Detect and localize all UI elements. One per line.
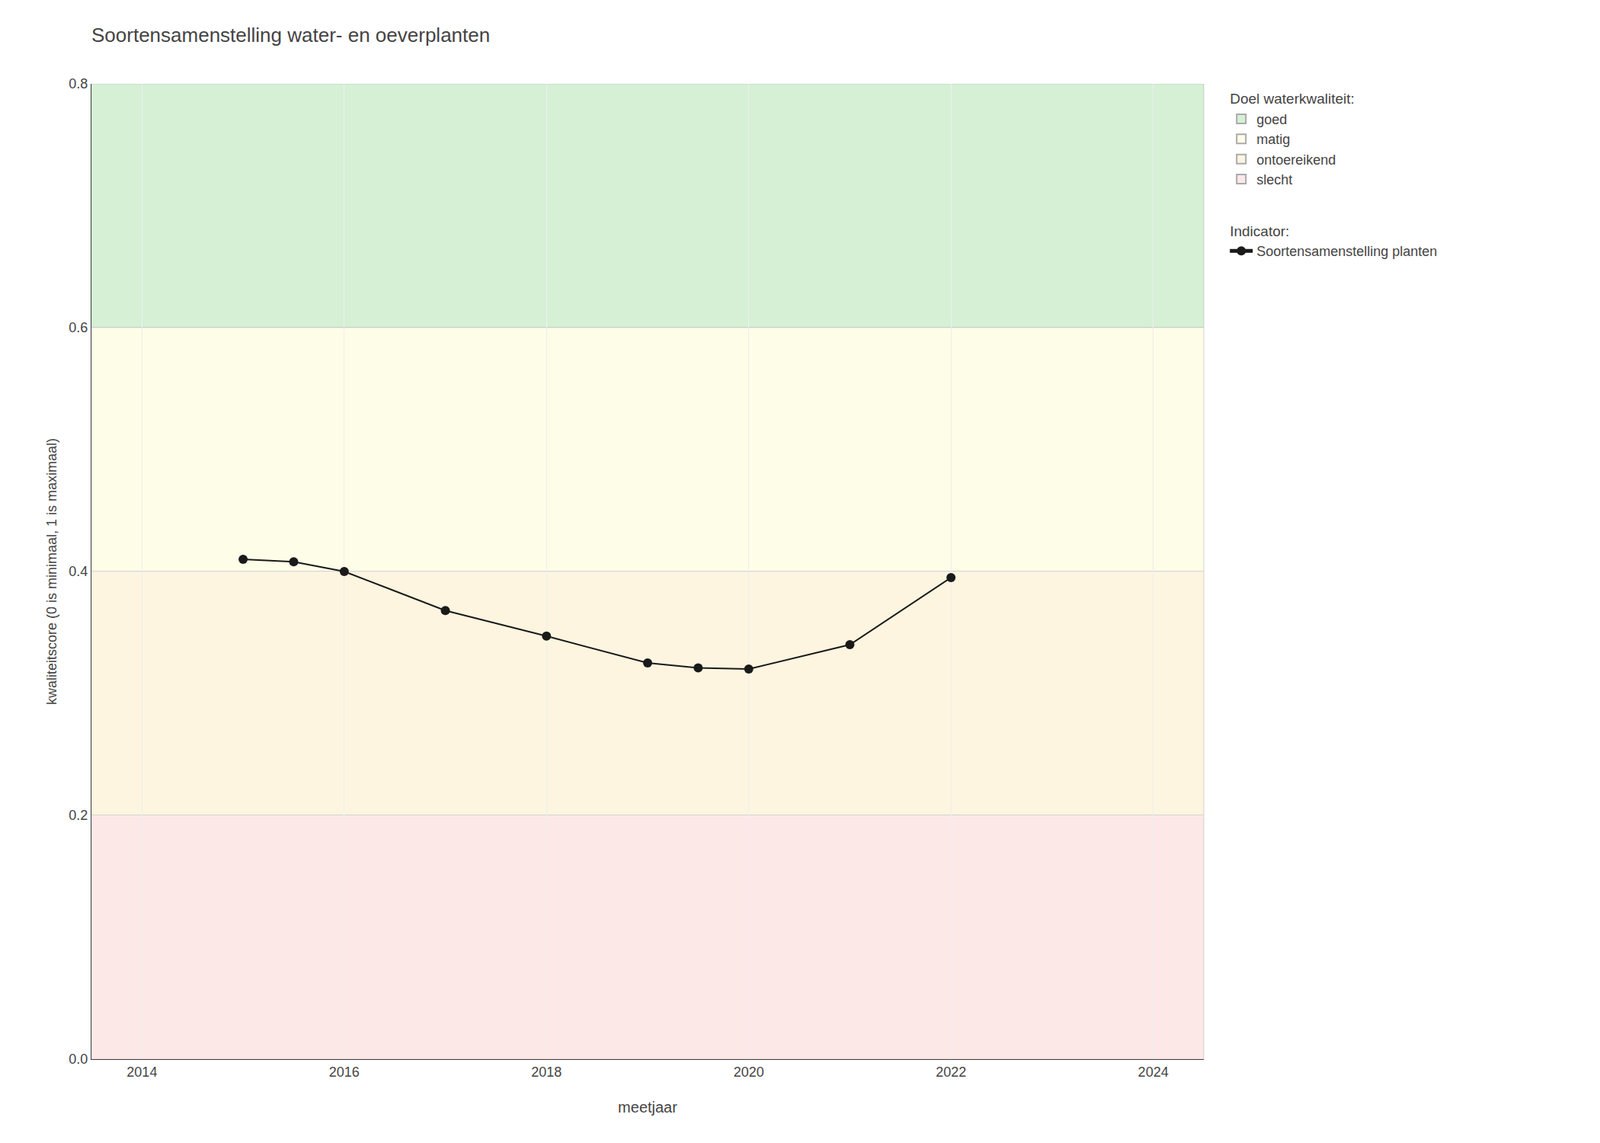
svg-text:slecht: slecht: [1256, 172, 1293, 188]
svg-text:0.0: 0.0: [68, 1051, 88, 1067]
svg-text:2024: 2024: [1138, 1064, 1169, 1080]
svg-text:0.4: 0.4: [68, 563, 88, 580]
svg-text:goed: goed: [1256, 112, 1287, 128]
svg-text:ontoereikend: ontoereikend: [1256, 152, 1336, 168]
svg-text:Soortensamenstelling planten: Soortensamenstelling planten: [1256, 243, 1437, 260]
svg-text:0.6: 0.6: [68, 320, 88, 336]
svg-text:Indicator:: Indicator:: [1229, 223, 1290, 240]
svg-text:meetjaar: meetjaar: [617, 1098, 678, 1116]
svg-text:Doel waterkwaliteit:: Doel waterkwaliteit:: [1229, 90, 1355, 107]
svg-text:Soortensamenstelling water- en: Soortensamenstelling water- en oeverplan…: [91, 23, 490, 47]
svg-text:0.8: 0.8: [68, 76, 88, 92]
svg-text:matig: matig: [1256, 131, 1290, 148]
svg-text:2020: 2020: [733, 1064, 765, 1080]
svg-text:2016: 2016: [329, 1064, 360, 1080]
svg-text:2018: 2018: [531, 1064, 562, 1080]
svg-text:kwaliteitscore (0 is minimaal,: kwaliteitscore (0 is minimaal, 1 is maxi…: [44, 438, 60, 705]
svg-text:2022: 2022: [935, 1064, 967, 1080]
svg-text:0.2: 0.2: [68, 807, 88, 823]
svg-text:2014: 2014: [126, 1064, 157, 1080]
